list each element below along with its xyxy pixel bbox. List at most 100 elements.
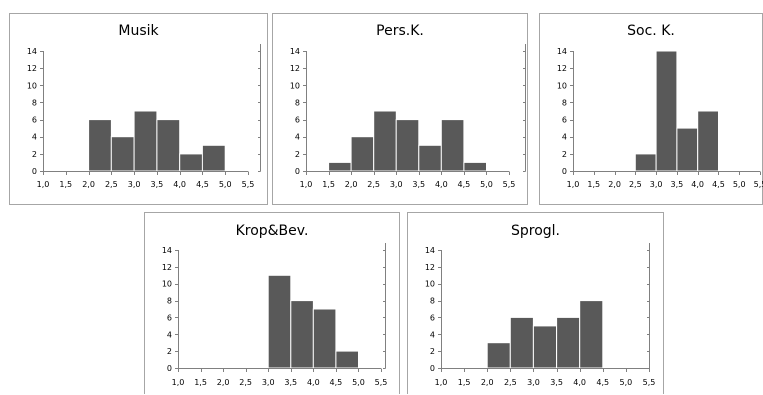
histogram-bar bbox=[312, 308, 337, 369]
histogram-bar bbox=[290, 300, 314, 369]
y-tick-label: 8 bbox=[295, 98, 300, 107]
x-tick-label: 1,0 bbox=[172, 378, 185, 387]
y-tick-label: 6 bbox=[167, 313, 172, 322]
x-tick-label: 5,0 bbox=[733, 180, 746, 189]
y-tick-label: 6 bbox=[32, 116, 37, 125]
x-tick-label: 3,0 bbox=[390, 180, 403, 189]
x-tick-label: 2,0 bbox=[345, 180, 358, 189]
x-tick-label: 1,5 bbox=[194, 378, 207, 387]
x-tick-label: 4,5 bbox=[458, 180, 471, 189]
histogram-bar bbox=[697, 110, 719, 172]
x-tick-label: 2,0 bbox=[82, 180, 95, 189]
y-tick-label: 2 bbox=[295, 150, 300, 159]
x-tick-label: 4,5 bbox=[596, 378, 609, 387]
histogram-bar bbox=[133, 110, 158, 172]
x-tick-label: 2,5 bbox=[239, 378, 252, 387]
histogram-bar bbox=[373, 110, 397, 172]
chart-title: Musik bbox=[118, 23, 159, 39]
histogram-bar bbox=[328, 161, 352, 172]
x-tick-label: 1,0 bbox=[300, 180, 313, 189]
y-tick-label: 0 bbox=[167, 364, 172, 373]
x-tick-label: 4,0 bbox=[573, 378, 586, 387]
x-tick-label: 5,5 bbox=[375, 378, 388, 387]
y-tick-label: 8 bbox=[562, 98, 567, 107]
y-tick-label: 12 bbox=[162, 263, 172, 272]
y-tick-label: 2 bbox=[562, 150, 567, 159]
chart-panel-musik: Musik 0 2 4 6 8 10 12 14 1,0 1,5 2,0 2,5 3,0 3,5 4,0 4,… bbox=[9, 13, 268, 205]
x-tick-label: 5,0 bbox=[480, 180, 493, 189]
x-tick-label: 1,5 bbox=[322, 180, 335, 189]
histogram-bar bbox=[655, 50, 678, 172]
chart-panel-pers-k: Pers.K. 0 2 4 6 8 10 12 14 1,0 1,5 2,0 2,5 3,0 3,5 4,0… bbox=[272, 13, 528, 205]
histogram-bar bbox=[509, 316, 534, 369]
histogram-bar bbox=[463, 161, 487, 172]
y-tick-label: 4 bbox=[32, 133, 37, 142]
x-tick-label: 2,5 bbox=[367, 180, 380, 189]
x-tick-label: 4,0 bbox=[691, 180, 704, 189]
x-tick-label: 5,0 bbox=[219, 180, 232, 189]
y-tick-label: 12 bbox=[425, 263, 435, 272]
y-tick-label: 6 bbox=[562, 116, 567, 125]
chart-title: Krop&Bev. bbox=[235, 223, 309, 239]
x-tick-label: 5,5 bbox=[503, 180, 516, 189]
y-tick-label: 14 bbox=[290, 47, 300, 56]
histogram-bar bbox=[440, 119, 465, 172]
y-tick-label: 8 bbox=[167, 297, 172, 306]
histogram-bar bbox=[179, 153, 203, 172]
x-tick-label: 3,0 bbox=[527, 378, 540, 387]
x-tick-label: 3,0 bbox=[128, 180, 141, 189]
x-tick-label: 3,0 bbox=[650, 180, 663, 189]
histogram-bar bbox=[267, 274, 292, 369]
x-tick-label: 2,5 bbox=[105, 180, 118, 189]
y-tick-label: 12 bbox=[27, 64, 37, 73]
histogram-bar bbox=[395, 119, 420, 172]
y-tick-label: 8 bbox=[32, 98, 37, 107]
x-tick-label: 3,5 bbox=[412, 180, 425, 189]
y-tick-label: 12 bbox=[290, 64, 300, 73]
y-tick-label: 2 bbox=[32, 150, 37, 159]
x-tick-label: 5,5 bbox=[754, 180, 763, 189]
y-tick-label: 10 bbox=[557, 81, 567, 90]
y-tick-label: 2 bbox=[167, 347, 172, 356]
y-tick-label: 4 bbox=[562, 133, 567, 142]
y-tick-label: 4 bbox=[295, 133, 300, 142]
x-tick-label: 1,0 bbox=[435, 378, 448, 387]
x-tick-label: 1,5 bbox=[458, 378, 471, 387]
y-tick-label: 0 bbox=[32, 167, 37, 176]
x-tick-label: 1,5 bbox=[59, 180, 72, 189]
chart-title: Pers.K. bbox=[376, 23, 424, 39]
x-tick-label: 1,0 bbox=[567, 180, 580, 189]
y-tick-label: 14 bbox=[162, 246, 172, 255]
histogram: 0 2 4 6 8 10 12 14 1,0 1,5 2,0 2,5 3,0 3,5 4,0 4,5 5,0 5,… bbox=[425, 243, 656, 387]
x-tick-label: 2,0 bbox=[608, 180, 621, 189]
histogram: 0 2 4 6 8 10 12 14 1,0 1,5 2,0 2,5 3,0 3,5 4,0 4,5 5,0 5,… bbox=[557, 47, 763, 189]
histogram-bar bbox=[201, 144, 226, 172]
x-tick-label: 4,5 bbox=[196, 180, 209, 189]
chart-title: Soc. K. bbox=[627, 23, 675, 39]
histogram-bar bbox=[532, 325, 558, 369]
x-tick-label: 5,5 bbox=[643, 378, 656, 387]
x-tick-label: 4,0 bbox=[435, 180, 448, 189]
histogram-bar bbox=[110, 136, 135, 172]
x-tick-label: 2,5 bbox=[504, 378, 517, 387]
x-tick-label: 3,5 bbox=[671, 180, 684, 189]
x-tick-label: 3,5 bbox=[550, 378, 563, 387]
histogram-bar bbox=[335, 350, 359, 369]
chart-panel-sprogl: Sprogl. 0 2 4 6 8 10 12 14 1,0 1,5 2,0 2,5 3,0 3,5 4,0… bbox=[407, 212, 664, 394]
x-tick-label: 4,5 bbox=[712, 180, 725, 189]
x-tick-label: 4,5 bbox=[330, 378, 343, 387]
histogram-bar bbox=[579, 300, 604, 369]
histogram-bar bbox=[350, 136, 375, 172]
histogram-bar bbox=[634, 153, 657, 172]
x-tick-label: 4,0 bbox=[307, 378, 320, 387]
x-tick-label: 5,5 bbox=[242, 180, 255, 189]
y-tick-label: 12 bbox=[557, 64, 567, 73]
histogram-bar bbox=[556, 316, 581, 369]
x-tick-label: 5,0 bbox=[352, 378, 365, 387]
y-tick-label: 14 bbox=[27, 47, 37, 56]
x-tick-label: 4,0 bbox=[173, 180, 186, 189]
x-tick-label: 2,0 bbox=[217, 378, 230, 387]
y-tick-label: 14 bbox=[557, 47, 567, 56]
histogram-bar bbox=[156, 119, 181, 172]
y-tick-label: 0 bbox=[562, 167, 567, 176]
